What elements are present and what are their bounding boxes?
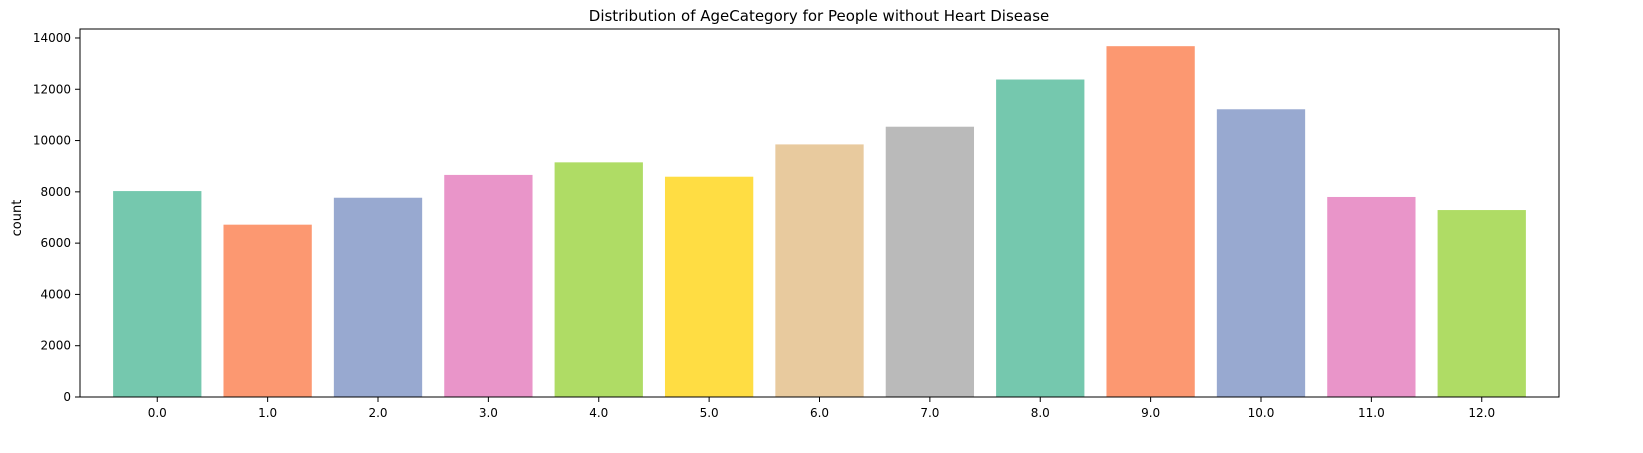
x-tick-label: 5.0 [700, 406, 719, 420]
x-tick-label: 7.0 [920, 406, 939, 420]
chart-title: Distribution of AgeCategory for People w… [589, 7, 1049, 25]
y-tick-label: 12000 [33, 82, 71, 96]
y-tick-label: 10000 [33, 134, 71, 148]
bar-7.0 [885, 126, 975, 398]
y-axis-label: count [10, 200, 25, 237]
x-tick-label: 10.0 [1248, 406, 1275, 420]
x-tick-label: 11.0 [1358, 406, 1385, 420]
y-tick-label: 8000 [40, 185, 71, 199]
bar-1.0 [223, 224, 312, 397]
y-tick-label: 6000 [40, 236, 71, 250]
x-axis: 0.0 1.0 2.0 3.0 4.0 5.0 6.0 7.0 8.0 9.0 10.0 11.0 12… [148, 397, 1495, 420]
x-tick-label: 3.0 [479, 406, 498, 420]
x-tick-label: 0.0 [148, 406, 167, 420]
bar-2.0 [333, 197, 423, 397]
y-tick-label: 0 [63, 390, 71, 404]
y-tick-label: 4000 [40, 287, 71, 301]
bar-3.0 [444, 174, 533, 397]
bar-8.0 [996, 79, 1085, 398]
x-tick-label: 1.0 [258, 406, 277, 420]
bar-6.0 [775, 144, 864, 397]
bars-layer [113, 46, 1526, 398]
y-axis: 0 2000 4000 6000 8000 10000 12000 14000 [33, 31, 80, 404]
y-tick-label: 2000 [40, 339, 71, 353]
bar-4.0 [554, 162, 643, 397]
x-tick-label: 2.0 [368, 406, 387, 420]
bar-11.0 [1327, 196, 1416, 397]
x-tick-label: 8.0 [1031, 406, 1050, 420]
x-tick-label: 9.0 [1141, 406, 1160, 420]
bar-10.0 [1216, 109, 1306, 398]
bar-0.0 [113, 191, 202, 397]
bar-5.0 [664, 176, 754, 397]
plot-frame [79, 28, 1560, 398]
x-tick-label: 6.0 [810, 406, 829, 420]
bar-12.0 [1437, 210, 1526, 397]
y-tick-label: 14000 [33, 31, 71, 45]
x-tick-label: 4.0 [589, 406, 608, 420]
x-tick-label: 12.0 [1468, 406, 1495, 420]
bar-9.0 [1106, 46, 1195, 398]
